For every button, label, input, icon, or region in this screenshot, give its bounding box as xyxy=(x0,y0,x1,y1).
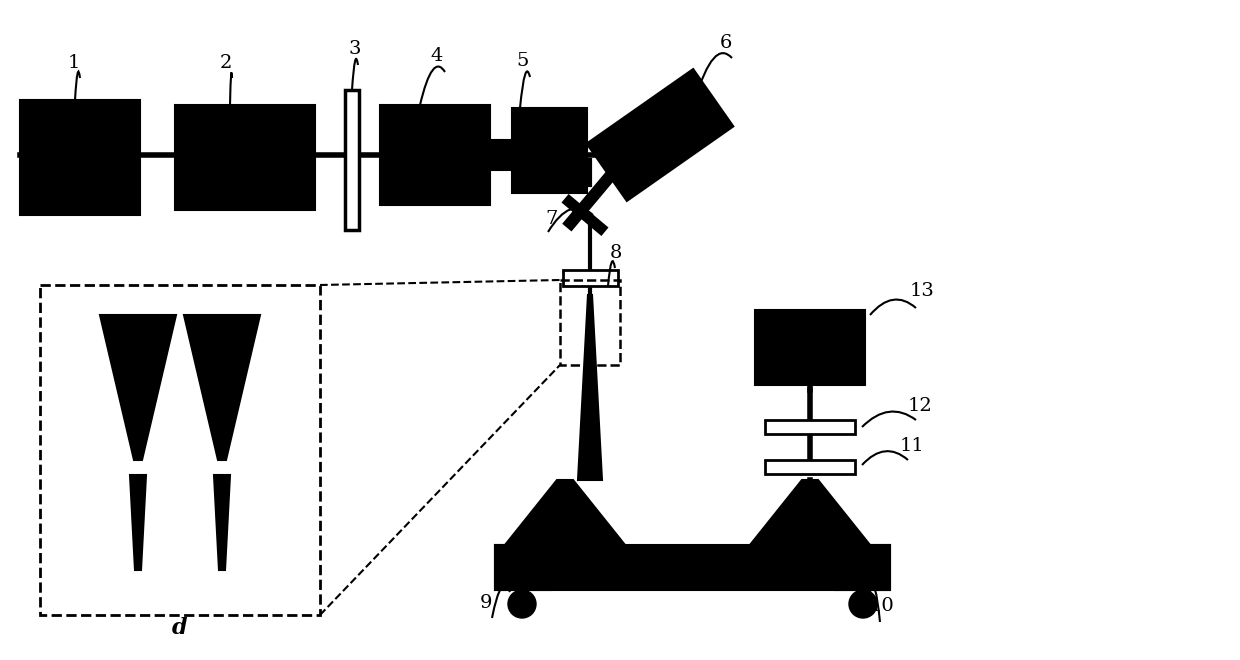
Text: 3: 3 xyxy=(348,40,361,58)
Bar xyxy=(495,545,551,590)
Polygon shape xyxy=(505,480,625,545)
Text: 1: 1 xyxy=(68,54,81,72)
Polygon shape xyxy=(587,69,733,201)
Polygon shape xyxy=(578,295,601,480)
Circle shape xyxy=(849,590,877,618)
Bar xyxy=(40,285,320,615)
Text: 6: 6 xyxy=(720,34,733,52)
Text: d: d xyxy=(172,617,187,639)
Polygon shape xyxy=(750,480,870,545)
Bar xyxy=(490,140,512,170)
Bar xyxy=(495,545,890,590)
Text: 7: 7 xyxy=(546,210,557,228)
Bar xyxy=(765,460,856,474)
Polygon shape xyxy=(100,315,176,460)
Text: 2: 2 xyxy=(219,54,232,72)
Circle shape xyxy=(508,590,536,618)
Text: 5: 5 xyxy=(516,52,528,70)
Text: 9: 9 xyxy=(480,594,492,612)
Circle shape xyxy=(508,543,536,571)
Bar xyxy=(512,108,587,193)
Bar xyxy=(563,270,618,286)
Bar xyxy=(20,100,140,215)
Text: 13: 13 xyxy=(910,282,935,300)
Polygon shape xyxy=(184,315,260,460)
Bar xyxy=(175,105,315,210)
Bar xyxy=(765,420,856,434)
Text: 12: 12 xyxy=(908,397,932,415)
Text: 8: 8 xyxy=(610,244,622,262)
Text: 4: 4 xyxy=(430,47,443,65)
Bar xyxy=(560,280,620,365)
Circle shape xyxy=(849,564,877,592)
Polygon shape xyxy=(563,195,608,234)
Bar xyxy=(755,310,866,385)
Circle shape xyxy=(508,564,536,592)
Bar xyxy=(379,105,490,205)
Polygon shape xyxy=(564,170,616,230)
Bar xyxy=(835,545,890,590)
Circle shape xyxy=(849,543,877,571)
Text: 10: 10 xyxy=(870,597,895,615)
Text: 11: 11 xyxy=(900,437,925,455)
Polygon shape xyxy=(215,475,229,570)
Polygon shape xyxy=(130,475,146,570)
Bar xyxy=(345,90,360,230)
